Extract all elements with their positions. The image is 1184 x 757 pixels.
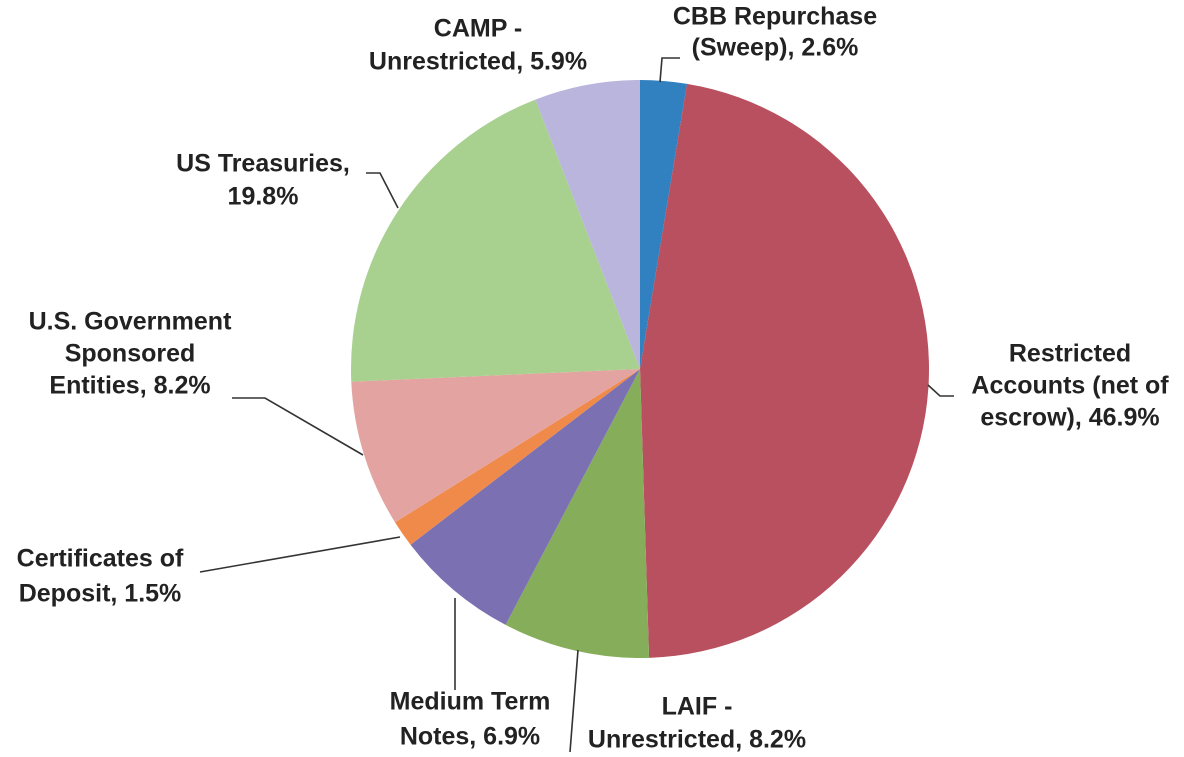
pie-slice [351, 99, 640, 382]
data-label: Restricted [1009, 340, 1131, 368]
data-label: U.S. Government [29, 308, 232, 336]
data-label: escrow), 46.9% [980, 404, 1159, 432]
pie-slice [505, 369, 650, 658]
pie [351, 80, 930, 658]
leader-line [366, 172, 399, 209]
data-label: LAIF - [662, 693, 733, 721]
leader-lines [199, 57, 954, 753]
data-label: Unrestricted, 8.2% [588, 726, 806, 754]
pie-slice [395, 369, 640, 545]
data-label: CAMP - [434, 15, 522, 43]
leader-line [199, 536, 401, 573]
pie-slice [535, 80, 640, 369]
data-label: Unrestricted, 5.9% [369, 48, 587, 76]
data-label: Notes, 6.9% [400, 723, 540, 751]
leader-line [569, 649, 579, 753]
data-label: 19.8% [228, 183, 299, 211]
data-label: CBB Repurchase [673, 3, 877, 31]
data-label: Accounts (net of [971, 372, 1169, 400]
data-label: Medium Term [390, 688, 551, 716]
leader-line [927, 384, 954, 397]
pie-slice [410, 369, 640, 625]
pie-slice [640, 80, 688, 369]
data-label: Sponsored [65, 340, 196, 368]
leader-line [659, 57, 680, 83]
data-label: Entities, 8.2% [49, 372, 210, 400]
data-label: Certificates of [17, 545, 184, 573]
data-label: (Sweep), 2.6% [692, 34, 859, 62]
data-label: Deposit, 1.5% [19, 580, 182, 608]
data-label: US Treasuries, [176, 150, 350, 178]
pie-slice [640, 83, 930, 658]
leader-line [232, 397, 364, 456]
pie-slice [351, 369, 640, 523]
